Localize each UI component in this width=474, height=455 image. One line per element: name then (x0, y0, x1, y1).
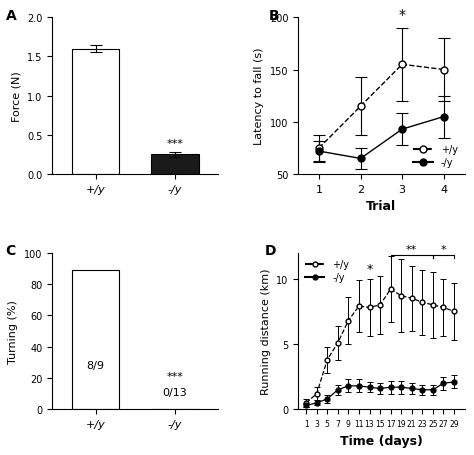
Text: B: B (268, 9, 279, 23)
Text: C: C (6, 243, 16, 258)
Bar (72, 270, 119, 410)
Text: *: * (366, 262, 373, 275)
Text: A: A (6, 9, 16, 23)
Text: D: D (265, 243, 276, 258)
Text: *: * (399, 8, 406, 22)
Text: 0/13: 0/13 (163, 387, 187, 397)
Text: *: * (441, 244, 446, 254)
Y-axis label: Running distance (km): Running distance (km) (261, 268, 271, 394)
Text: ***: *** (166, 139, 183, 149)
Text: 8/9: 8/9 (87, 361, 105, 371)
Legend: +/y, -/y: +/y, -/y (411, 143, 460, 170)
Legend: +/y, -/y: +/y, -/y (303, 258, 351, 284)
Text: ***: *** (166, 371, 183, 381)
Bar (72, 50, 119, 175)
Y-axis label: Latency to fall (s): Latency to fall (s) (255, 48, 264, 145)
Bar (151, 155, 199, 175)
Text: **: ** (406, 244, 417, 254)
X-axis label: Trial: Trial (366, 200, 396, 213)
X-axis label: Time (days): Time (days) (340, 434, 423, 447)
Y-axis label: Turning (%): Turning (%) (9, 299, 18, 363)
Y-axis label: Force (N): Force (N) (11, 71, 21, 122)
